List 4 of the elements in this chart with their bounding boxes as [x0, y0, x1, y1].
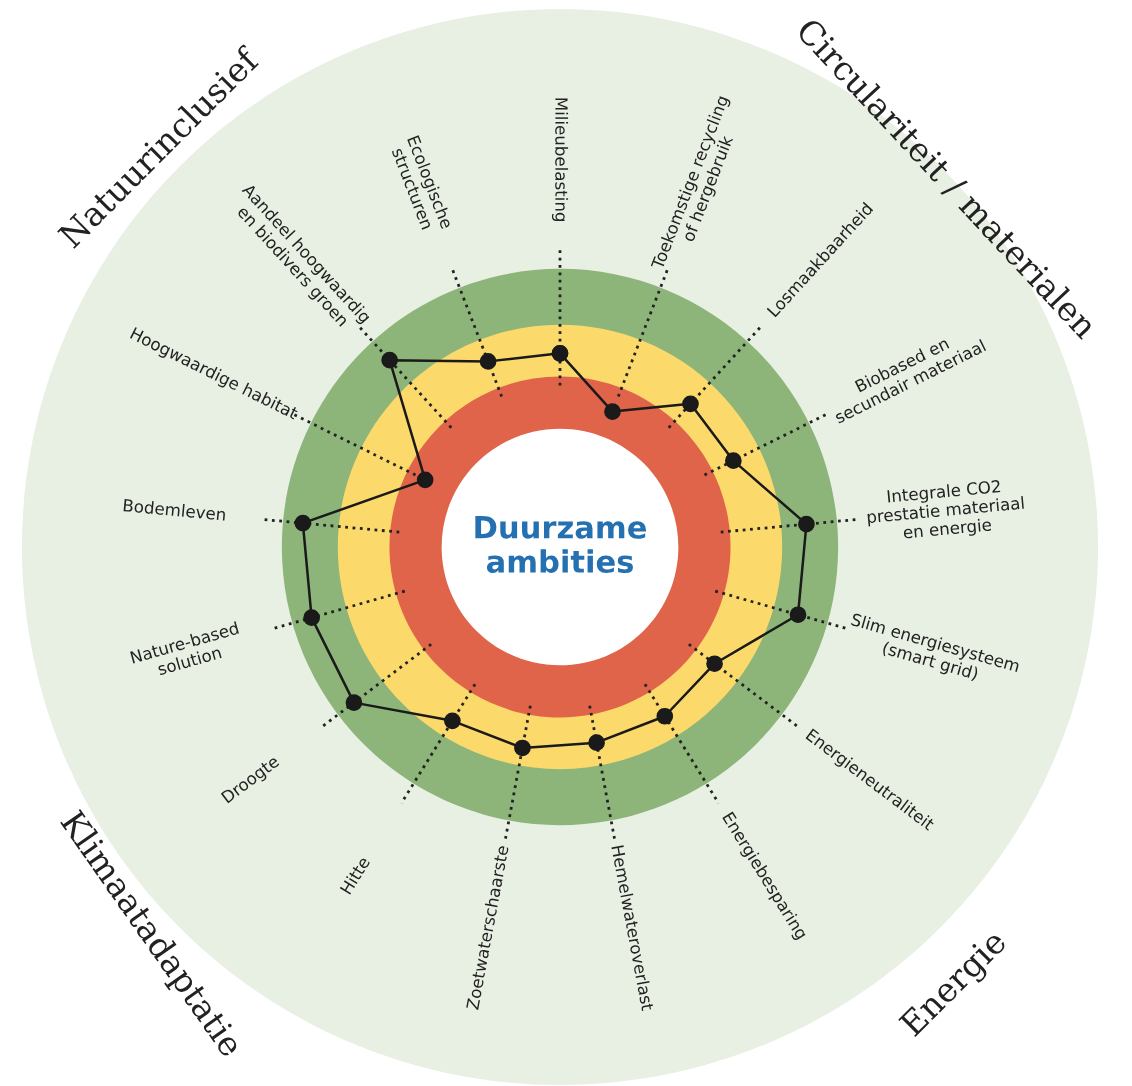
text: Duurzame ambities [475, 516, 646, 573]
spoke-label: Bodemleven [123, 498, 226, 521]
spoke-label: Integrale CO2 prestatie materiaal en energie [867, 479, 1025, 542]
spoke-label: Milieubelasting [551, 98, 569, 221]
